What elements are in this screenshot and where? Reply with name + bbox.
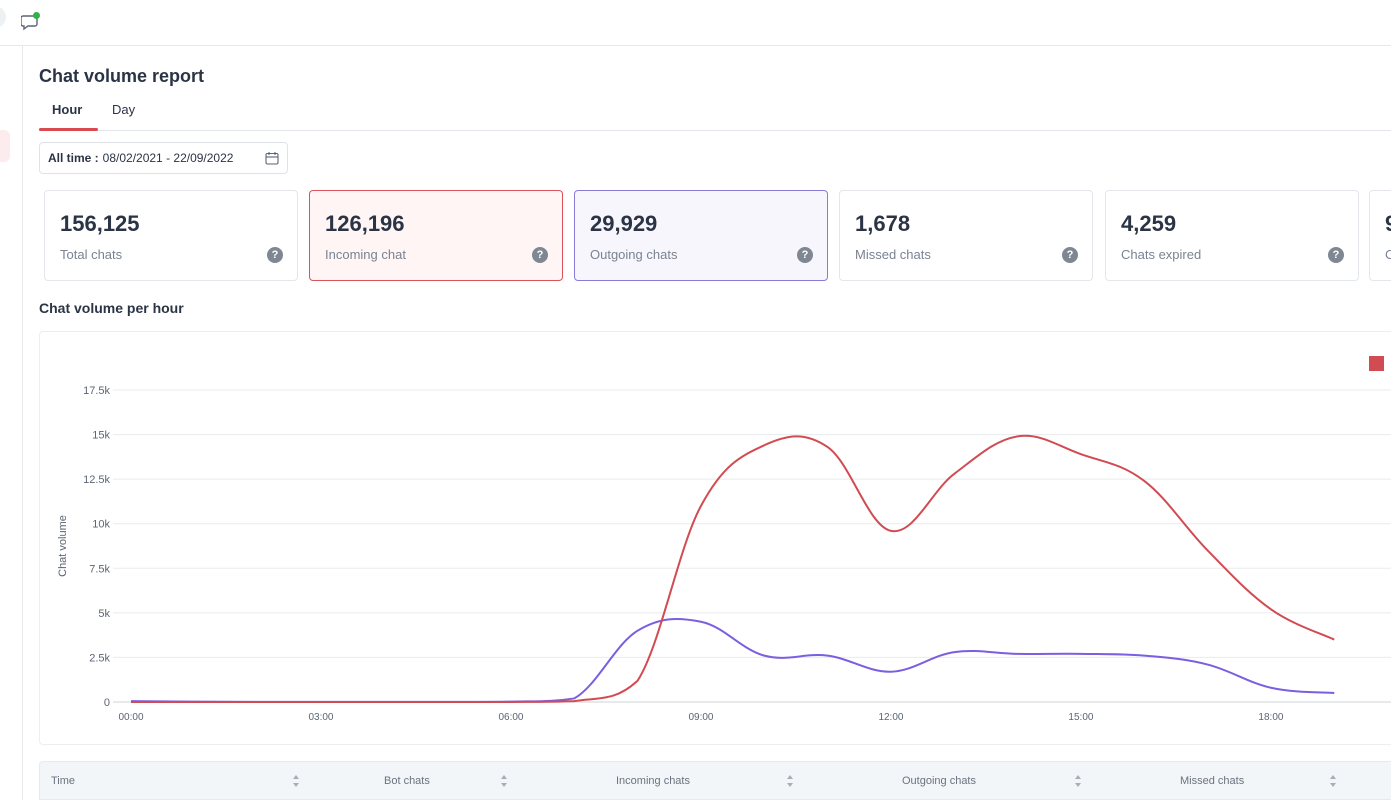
stat-label: Incoming chat — [325, 247, 406, 262]
stat-value: 126,196 — [325, 211, 405, 236]
stat-value: 4,259 — [1121, 211, 1177, 236]
chat-volume-chart: 0 2.5k 5k 7.5k 10k 12.5k 15k 17.5k 00:00 03:00 06:… — [57, 356, 1391, 723]
column-header-incoming-chats[interactable]: Incoming chats — [616, 775, 690, 787]
x-tick-label: 18:00 — [1258, 712, 1283, 723]
column-header-bot-chats[interactable]: Bot chats — [384, 775, 430, 787]
y-tick-label: 12.5k — [83, 474, 110, 486]
stat-label: Chats expired — [1121, 247, 1202, 262]
stat-value: 9 — [1385, 211, 1391, 237]
help-icon[interactable]: ? — [267, 247, 283, 263]
sort-icon[interactable] — [1329, 774, 1337, 788]
sort-icon[interactable] — [1074, 774, 1082, 788]
date-range-picker[interactable]: All time : 08/02/2021 - 22/09/2022 — [39, 142, 288, 174]
top-bar — [0, 0, 1391, 46]
menu-toggle-button[interactable] — [0, 6, 6, 28]
tab-bar: Hour Day — [39, 100, 1391, 131]
stat-card-missed-chats[interactable]: 1,678 Missed chats ? — [839, 190, 1093, 281]
column-header-time[interactable]: Time — [51, 775, 76, 787]
y-tick-label: 2.5k — [89, 652, 110, 664]
series-line-1 — [130, 618, 1335, 703]
x-tick-label: 06:00 — [498, 712, 523, 723]
stat-label: Missed chats — [855, 247, 931, 262]
help-icon[interactable]: ? — [797, 247, 813, 263]
table-header: Time Bot chats Incoming chats Outgoing c… — [39, 761, 1391, 800]
chart-container: 0 2.5k 5k 7.5k 10k 12.5k 15k 17.5k 00:00 03:00 06:… — [39, 331, 1391, 745]
stat-label: Outgoing chats — [590, 247, 678, 262]
x-tick-label: 12:00 — [878, 712, 903, 723]
stat-card-partial[interactable]: 9 C — [1369, 190, 1391, 281]
stat-label: C — [1385, 247, 1391, 262]
help-icon[interactable]: ? — [1328, 247, 1344, 263]
stat-card-chats-expired[interactable]: 4,259 Chats expired ? — [1105, 190, 1359, 281]
active-tab-indicator — [39, 128, 98, 131]
sidebar-item-active[interactable] — [0, 130, 10, 162]
sort-icon[interactable] — [786, 774, 794, 788]
y-tick-label: 17.5k — [83, 385, 110, 397]
main-content: Chat volume report Hour Day All time : 0… — [39, 46, 1391, 800]
date-filter-label: All time : — [48, 151, 99, 165]
x-tick-label: 15:00 — [1068, 712, 1093, 723]
y-tick-label: 10k — [92, 519, 110, 531]
tab-day[interactable]: Day — [112, 102, 136, 117]
y-axis-label: Chat volume — [57, 515, 69, 577]
column-header-missed-chats[interactable]: Missed chats — [1180, 775, 1245, 787]
series-line-0 — [130, 434, 1335, 703]
y-tick-label: 15k — [92, 430, 110, 442]
stat-value: 29,929 — [590, 211, 658, 236]
stat-label: Total chats — [60, 247, 123, 262]
column-header-outgoing-chats[interactable]: Outgoing chats — [902, 775, 976, 787]
x-tick-label: 03:00 — [308, 712, 333, 723]
y-tick-label: 7.5k — [89, 563, 110, 575]
stat-card-incoming-chat[interactable]: 126,196 Incoming chat ? — [309, 190, 563, 281]
sidebar — [0, 46, 23, 800]
tab-hour[interactable]: Hour — [52, 102, 83, 117]
stat-card-outgoing-chats[interactable]: 29,929 Outgoing chats ? — [574, 190, 828, 281]
chat-notification-icon[interactable] — [20, 12, 41, 32]
date-filter-value: 08/02/2021 - 22/09/2022 — [102, 151, 234, 165]
sort-icon[interactable] — [500, 774, 508, 788]
x-tick-label: 00:00 — [118, 712, 143, 723]
y-tick-label: 5k — [98, 608, 110, 620]
online-status-dot — [33, 12, 40, 19]
page-title: Chat volume report — [39, 66, 205, 86]
stat-card-total-chats[interactable]: 156,125 Total chats ? — [44, 190, 298, 281]
y-tick-label: 0 — [104, 697, 110, 709]
stat-value: 1,678 — [855, 211, 911, 236]
stat-value: 156,125 — [60, 211, 140, 236]
calendar-icon — [265, 152, 279, 165]
chart-section-title: Chat volume per hour — [39, 300, 184, 316]
help-icon[interactable]: ? — [532, 247, 548, 263]
x-tick-label: 09:00 — [688, 712, 713, 723]
legend-marker — [1369, 356, 1384, 371]
sort-icon[interactable] — [292, 774, 300, 788]
help-icon[interactable]: ? — [1062, 247, 1078, 263]
